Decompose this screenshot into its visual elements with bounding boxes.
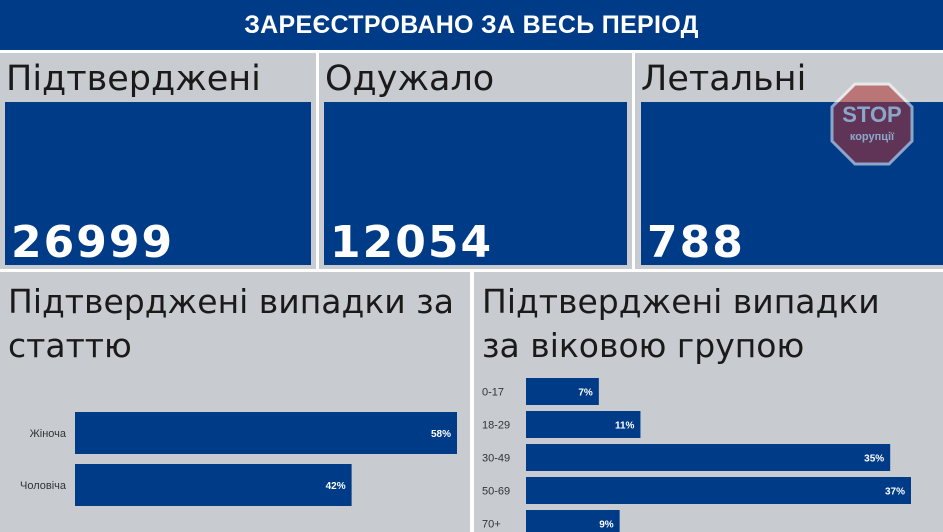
gender-bar-chart: Жіноча 58% Чоловіча 42% <box>20 412 457 506</box>
card-recovered: Одужало 12054 <box>319 53 632 269</box>
bar <box>526 510 620 532</box>
card-confirmed-box: 26999 <box>5 102 311 265</box>
bar <box>75 464 352 506</box>
watermark-bottom-text: корупції <box>850 131 895 143</box>
card-recovered-label: Одужало <box>325 59 495 99</box>
card-recovered-value: 12054 <box>330 217 494 268</box>
age-panel: Підтверджені випадки за віковою групою 0… <box>474 272 943 532</box>
data-label: 37% <box>885 487 905 498</box>
bar <box>526 411 641 438</box>
category-label: 18-29 <box>482 420 510 432</box>
card-recovered-box: 12054 <box>324 102 627 265</box>
category-label: 30-49 <box>482 453 510 465</box>
data-label: 11% <box>615 421 635 432</box>
category-label: 70+ <box>482 519 501 531</box>
stop-sign-icon: STOP корупції <box>830 82 914 166</box>
category-label: 0-17 <box>482 387 504 399</box>
watermark-top-text: STOP <box>842 102 902 127</box>
bar <box>526 444 891 471</box>
banner-title: ЗАРЕЄСТРОВАНО ЗА ВЕСЬ ПЕРІОД <box>244 10 699 39</box>
gender-panel: Підтверджені випадки за статтю Жіноча 58%… <box>0 272 470 532</box>
data-label: 58% <box>431 429 451 440</box>
card-confirmed-label: Підтверджені <box>6 59 261 99</box>
data-label: 35% <box>864 454 884 465</box>
stop-corruption-watermark: STOP корупції <box>830 82 914 166</box>
card-confirmed: Підтверджені 26999 <box>0 53 316 269</box>
bar <box>75 412 457 454</box>
bar <box>526 477 911 504</box>
gender-chart-title: Підтверджені випадки за статтю <box>8 282 454 365</box>
data-label: 9% <box>599 520 614 531</box>
category-label: Жіноча <box>30 428 67 440</box>
data-label: 7% <box>578 388 593 399</box>
age-bar-chart: 0-17 7% 18-29 11% 30-49 35% 50-69 37% 70+ 9% <box>482 378 911 532</box>
card-confirmed-value: 26999 <box>11 217 175 268</box>
bar <box>526 378 599 405</box>
card-deaths-label: Летальні <box>641 59 807 99</box>
page-banner: ЗАРЕЄСТРОВАНО ЗА ВЕСЬ ПЕРІОД <box>0 0 943 50</box>
card-deaths-value: 788 <box>647 217 745 268</box>
category-label: 50-69 <box>482 486 510 498</box>
category-label: Чоловіча <box>20 480 67 492</box>
age-chart-title: Підтверджені випадки за віковою групою <box>482 282 880 365</box>
data-label: 42% <box>326 481 346 492</box>
